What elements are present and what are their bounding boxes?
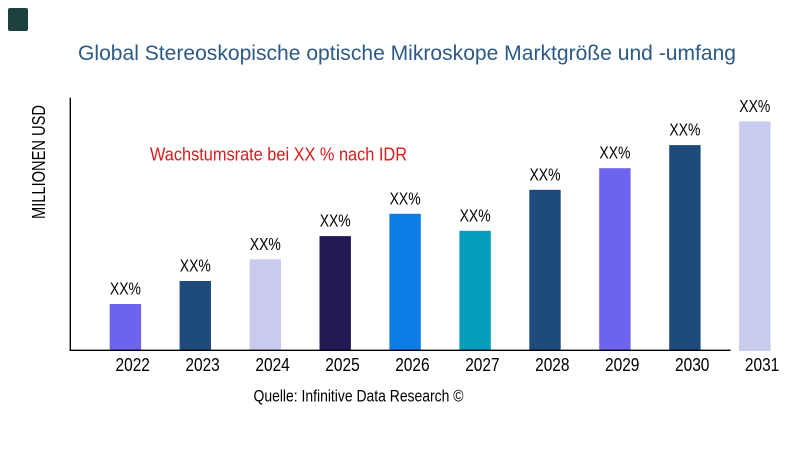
svg-text:XX%: XX% bbox=[530, 164, 561, 184]
svg-text:2025: 2025 bbox=[325, 354, 359, 375]
svg-text:XX%: XX% bbox=[460, 205, 491, 225]
svg-text:XX%: XX% bbox=[390, 188, 421, 208]
svg-text:2023: 2023 bbox=[185, 354, 219, 375]
svg-text:2026: 2026 bbox=[395, 354, 429, 375]
svg-text:XX%: XX% bbox=[599, 143, 630, 163]
svg-text:XX%: XX% bbox=[180, 256, 211, 276]
svg-text:Global Stereoskopische optisch: Global Stereoskopische optische Mikrosko… bbox=[78, 42, 736, 65]
svg-text:XX%: XX% bbox=[669, 120, 700, 140]
svg-text:2022: 2022 bbox=[116, 354, 150, 375]
svg-text:2024: 2024 bbox=[255, 354, 289, 375]
svg-text:XX%: XX% bbox=[110, 279, 141, 299]
svg-text:2028: 2028 bbox=[535, 354, 569, 375]
svg-text:XX%: XX% bbox=[320, 211, 351, 231]
svg-text:MILLIONEN USD: MILLIONEN USD bbox=[28, 105, 49, 219]
svg-text:2027: 2027 bbox=[465, 354, 499, 375]
svg-text:XX%: XX% bbox=[250, 234, 281, 254]
svg-text:2031: 2031 bbox=[745, 354, 779, 375]
svg-text:XX%: XX% bbox=[739, 96, 770, 116]
svg-text:Quelle: Infinitive Data Resear: Quelle: Infinitive Data Research © bbox=[254, 386, 465, 405]
svg-text:Wachstumsrate bei XX % nach ID: Wachstumsrate bei XX % nach IDR bbox=[150, 144, 407, 164]
svg-text:2030: 2030 bbox=[675, 354, 709, 375]
svg-text:2029: 2029 bbox=[605, 354, 639, 375]
